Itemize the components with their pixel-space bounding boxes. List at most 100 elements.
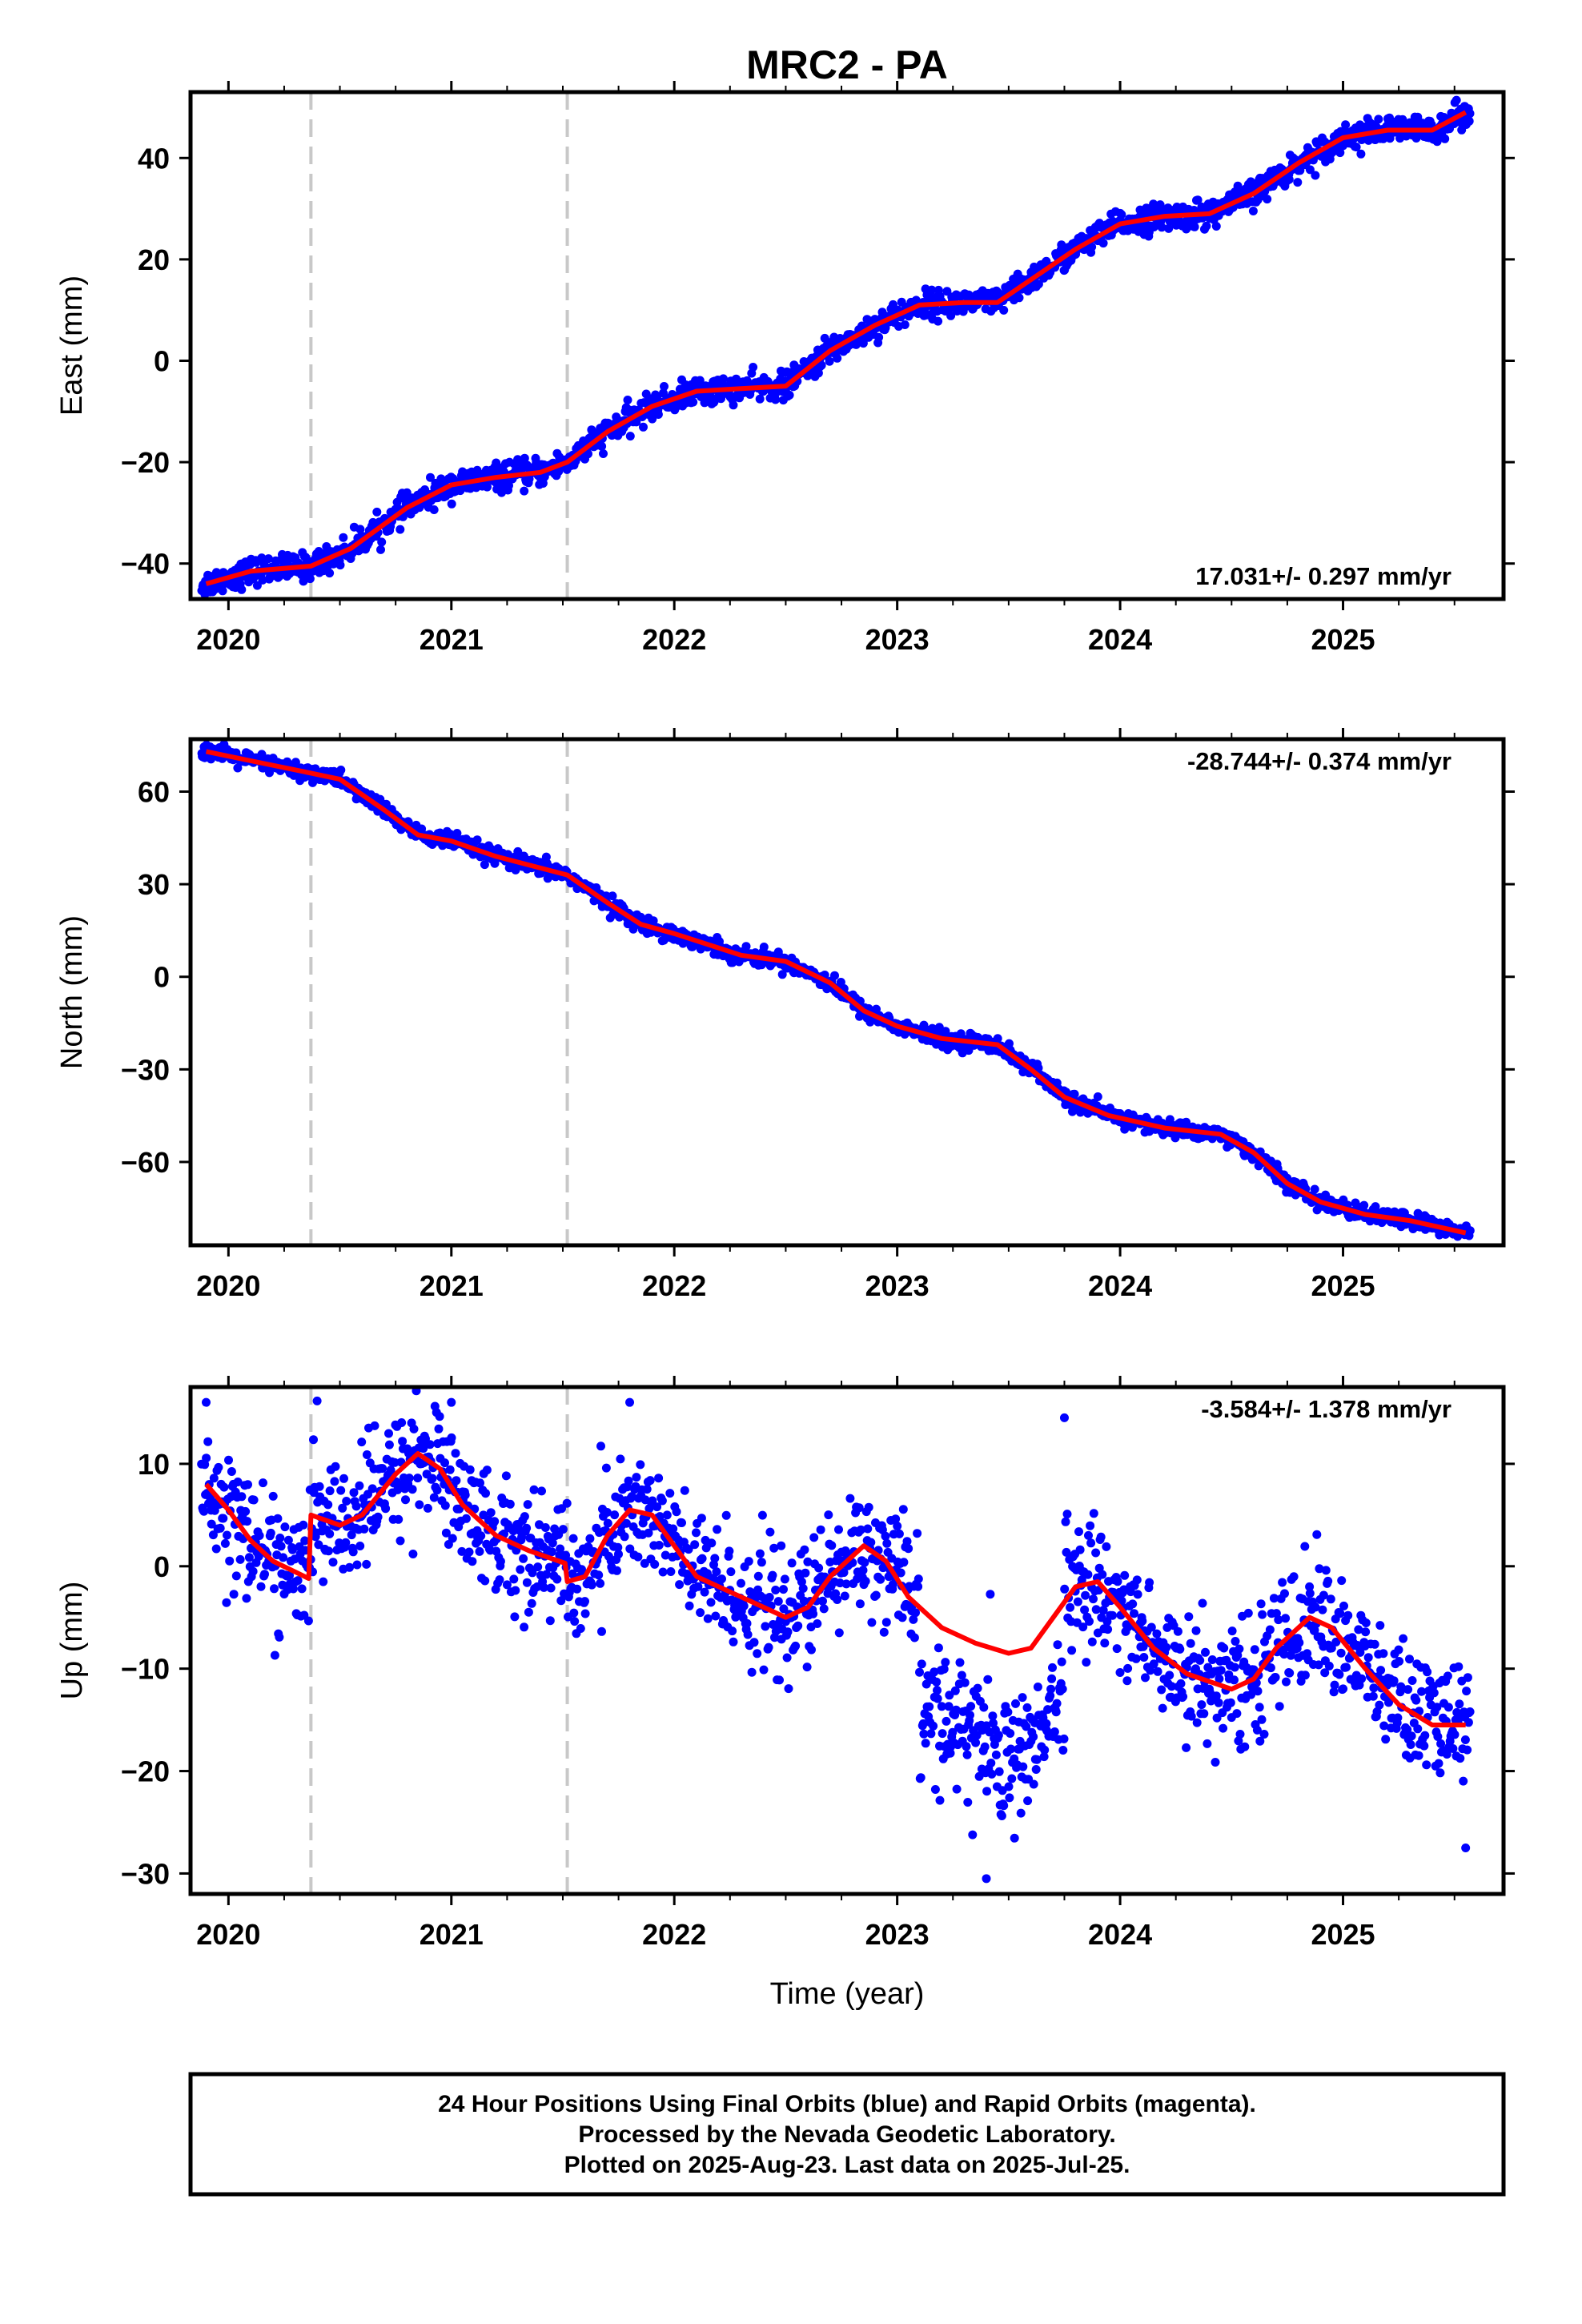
- up-data-point: [208, 1530, 218, 1540]
- up-data-point: [1032, 1755, 1042, 1764]
- east-data-point: [1190, 222, 1199, 231]
- up-data-point: [441, 1528, 451, 1538]
- up-data-point: [348, 1547, 358, 1557]
- east-data-point: [1464, 116, 1474, 126]
- up-data-point: [833, 1595, 842, 1604]
- up-data-point: [596, 1578, 605, 1588]
- up-data-point: [787, 1558, 797, 1568]
- up-data-point: [1080, 1605, 1090, 1614]
- up-data-point: [367, 1484, 377, 1494]
- up-data-point: [669, 1524, 678, 1534]
- up-data-point: [1123, 1622, 1133, 1631]
- up-data-point: [636, 1460, 645, 1470]
- up-data-point: [1086, 1521, 1095, 1530]
- up-data-point: [522, 1578, 532, 1587]
- up-data-point: [1112, 1644, 1122, 1654]
- up-data-point: [1318, 1605, 1327, 1614]
- up-data-point: [408, 1485, 417, 1494]
- up-data-point: [1372, 1707, 1382, 1716]
- up-data-point: [448, 1534, 457, 1543]
- up-data-point: [457, 1546, 467, 1556]
- east-data-point: [1440, 134, 1450, 143]
- up-data-point: [1003, 1707, 1013, 1717]
- up-data-point: [570, 1617, 580, 1626]
- up-data-point: [1375, 1700, 1384, 1710]
- up-data-point: [547, 1547, 556, 1557]
- up-data-point: [1335, 1670, 1344, 1679]
- up-data-point: [1018, 1693, 1027, 1703]
- east-data-point: [817, 360, 826, 370]
- up-data-point: [909, 1633, 919, 1642]
- east-data-point: [623, 396, 632, 404]
- up-data-point: [642, 1485, 652, 1494]
- up-data-point: [303, 1616, 313, 1626]
- up-data-point: [1255, 1703, 1264, 1712]
- up-data-point: [856, 1525, 865, 1534]
- up-data-point: [1234, 1736, 1243, 1746]
- up-data-point: [597, 1626, 606, 1636]
- up-data-point: [1219, 1643, 1229, 1653]
- up-data-point: [397, 1418, 407, 1427]
- up-data-point: [938, 1729, 947, 1739]
- up-data-point: [988, 1711, 998, 1721]
- up-data-point: [1300, 1542, 1310, 1551]
- up-data-point: [1281, 1614, 1291, 1623]
- east-data-point: [625, 432, 635, 441]
- up-data-point: [1305, 1582, 1315, 1591]
- up-data-point: [1133, 1590, 1142, 1599]
- up-data-point: [809, 1533, 819, 1542]
- up-data-point: [1279, 1650, 1289, 1659]
- north-data-point: [472, 835, 482, 845]
- north-data-point: [336, 766, 346, 774]
- up-data-point: [398, 1437, 408, 1446]
- up-data-point: [948, 1727, 958, 1737]
- up-data-point: [779, 1604, 789, 1614]
- up-data-point: [510, 1612, 520, 1622]
- up-data-point: [256, 1582, 266, 1591]
- east-data-point: [900, 320, 909, 329]
- east-data-point: [339, 533, 348, 542]
- east-data-point: [237, 585, 247, 594]
- up-data-point: [685, 1601, 694, 1610]
- up-data-point: [502, 1580, 512, 1590]
- up-data-point: [540, 1523, 550, 1532]
- up-data-point: [1052, 1699, 1062, 1708]
- up-data-point: [775, 1675, 784, 1685]
- up-data-point: [1058, 1684, 1067, 1694]
- up-data-point: [902, 1537, 912, 1546]
- up-data-point: [721, 1510, 731, 1520]
- up-data-point: [1166, 1682, 1176, 1691]
- up-data-point: [223, 1530, 231, 1540]
- east-data-point: [1311, 171, 1320, 180]
- panel-east: 2020 2021 2022 2023 2024 202540200−20−40East …: [55, 81, 1515, 656]
- north-model-fit-line: [205, 749, 1467, 1236]
- east-x-tick-label: 2023: [865, 623, 930, 656]
- up-data-point: [384, 1429, 393, 1438]
- up-data-point: [1375, 1621, 1385, 1630]
- up-data-point: [897, 1613, 907, 1622]
- up-data-point: [524, 1607, 533, 1617]
- up-data-point: [665, 1489, 675, 1498]
- east-frame: [188, 90, 1506, 601]
- up-data-point: [339, 1474, 348, 1483]
- east-data-point: [1057, 240, 1066, 250]
- east-data-point: [771, 395, 781, 404]
- up-data-point: [445, 1465, 455, 1474]
- up-data-point: [312, 1396, 322, 1405]
- up-data-point: [419, 1444, 428, 1454]
- east-data-point: [554, 467, 564, 476]
- up-data-point: [891, 1514, 901, 1524]
- up-data-point: [505, 1499, 515, 1509]
- up-data-point: [710, 1554, 720, 1563]
- up-data-point: [1278, 1578, 1287, 1587]
- east-data-point: [252, 581, 262, 590]
- up-data-point: [270, 1651, 279, 1660]
- up-data-point: [1336, 1648, 1346, 1658]
- up-data-point: [765, 1527, 775, 1537]
- up-data-point: [898, 1505, 908, 1514]
- up-data-point: [729, 1637, 738, 1647]
- up-data-point: [580, 1609, 590, 1618]
- east-data-point: [1452, 95, 1461, 105]
- chart-title: MRC2 - PA: [746, 42, 948, 87]
- up-data-point: [1243, 1608, 1253, 1618]
